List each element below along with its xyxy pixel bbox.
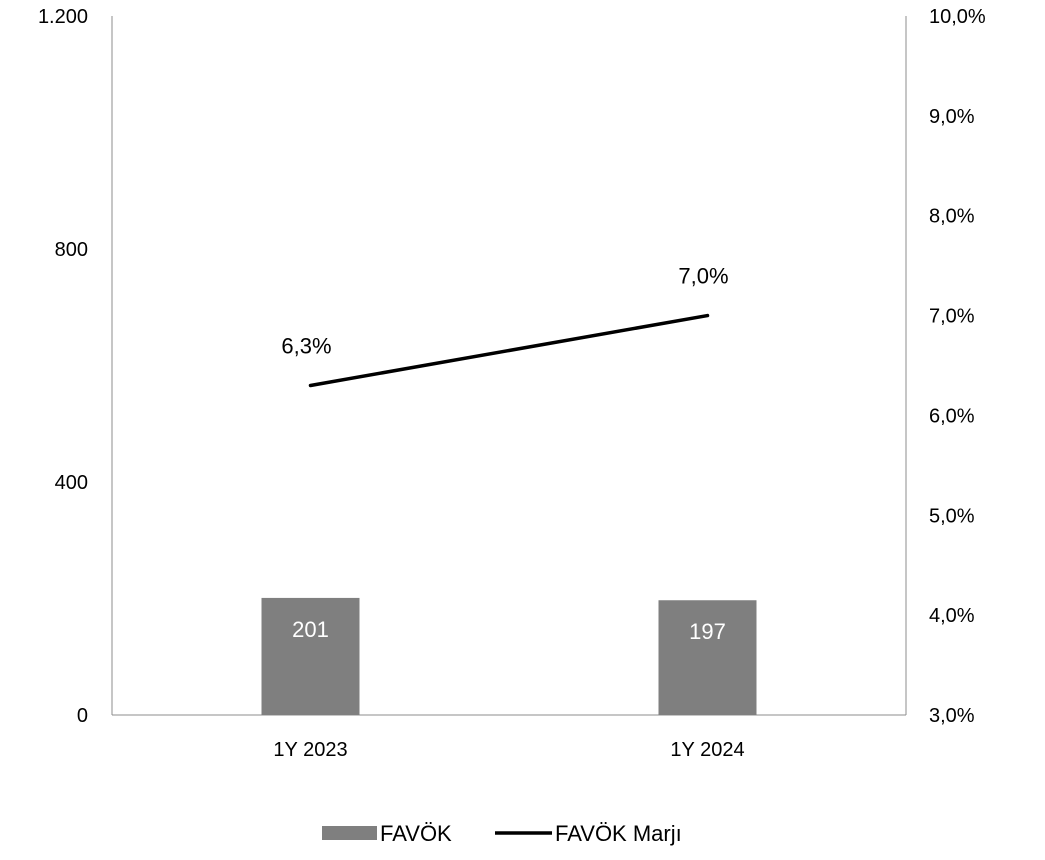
right-y-tick-label: 8,0% — [929, 206, 975, 228]
right-y-tick-label: 3,0% — [929, 705, 975, 727]
left-y-tick-label: 400 — [55, 472, 88, 494]
legend-label-favok-marji: FAVÖK Marjı — [555, 821, 682, 846]
right-y-tick-label: 9,0% — [929, 106, 975, 128]
right-y-tick-label: 6,0% — [929, 405, 975, 427]
left-y-tick-label: 0 — [77, 705, 88, 727]
bar-fav-k — [658, 600, 757, 715]
line-layer — [308, 313, 710, 388]
bar-data-label: 201 — [292, 617, 329, 642]
x-category-label: 1Y 2023 — [273, 739, 347, 761]
right-y-tick-label: 5,0% — [929, 505, 975, 527]
labels-layer: 201 197 6,3% 7,0% — [281, 264, 728, 645]
axes-layer: 0 400 800 1.200 3,0% 4,0% 5,0% 6,0% 7,0% 8,0% 9,0%… — [38, 6, 986, 761]
bar-data-label: 197 — [689, 619, 726, 644]
legend-label-favok: FAVÖK — [380, 821, 452, 846]
right-y-tick-label: 10,0% — [929, 6, 986, 28]
right-y-tick-label: 4,0% — [929, 605, 975, 627]
left-y-tick-label: 800 — [55, 239, 88, 261]
left-y-tick-label: 1.200 — [38, 6, 88, 28]
right-y-tick-label: 7,0% — [929, 306, 975, 328]
bar-fav-k — [261, 597, 360, 715]
margin-line — [308, 313, 710, 388]
legend: FAVÖK FAVÖK Marjı — [322, 821, 682, 846]
legend-bar-swatch — [322, 826, 377, 840]
line-data-label: 7,0% — [678, 264, 728, 289]
bars-layer — [261, 597, 757, 715]
line-data-label: 6,3% — [281, 333, 331, 358]
x-category-label: 1Y 2024 — [670, 739, 744, 761]
